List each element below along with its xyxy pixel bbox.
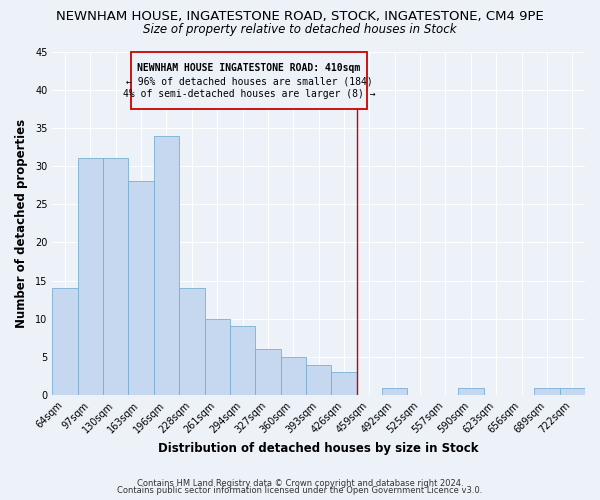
Y-axis label: Number of detached properties: Number of detached properties (15, 119, 28, 328)
Bar (382, 388, 407, 395)
Bar (458, 388, 484, 395)
Bar (52, 288, 77, 395)
Bar (306, 364, 331, 395)
Text: Size of property relative to detached houses in Stock: Size of property relative to detached ho… (143, 22, 457, 36)
Bar (255, 350, 281, 395)
Bar (331, 372, 357, 395)
Bar (281, 357, 306, 395)
Bar (534, 388, 560, 395)
FancyBboxPatch shape (131, 52, 367, 109)
X-axis label: Distribution of detached houses by size in Stock: Distribution of detached houses by size … (158, 442, 479, 455)
Bar (205, 319, 230, 395)
Bar (103, 158, 128, 395)
Text: Contains public sector information licensed under the Open Government Licence v3: Contains public sector information licen… (118, 486, 482, 495)
Text: 4% of semi-detached houses are larger (8) →: 4% of semi-detached houses are larger (8… (122, 89, 375, 99)
Bar (77, 158, 103, 395)
Bar (230, 326, 255, 395)
Text: ← 96% of detached houses are smaller (184): ← 96% of detached houses are smaller (18… (125, 76, 372, 86)
Text: NEWNHAM HOUSE INGATESTONE ROAD: 410sqm: NEWNHAM HOUSE INGATESTONE ROAD: 410sqm (137, 63, 361, 73)
Bar (179, 288, 205, 395)
Text: NEWNHAM HOUSE, INGATESTONE ROAD, STOCK, INGATESTONE, CM4 9PE: NEWNHAM HOUSE, INGATESTONE ROAD, STOCK, … (56, 10, 544, 23)
Bar (560, 388, 585, 395)
Bar (154, 136, 179, 395)
Text: Contains HM Land Registry data © Crown copyright and database right 2024.: Contains HM Land Registry data © Crown c… (137, 478, 463, 488)
Bar (128, 182, 154, 395)
